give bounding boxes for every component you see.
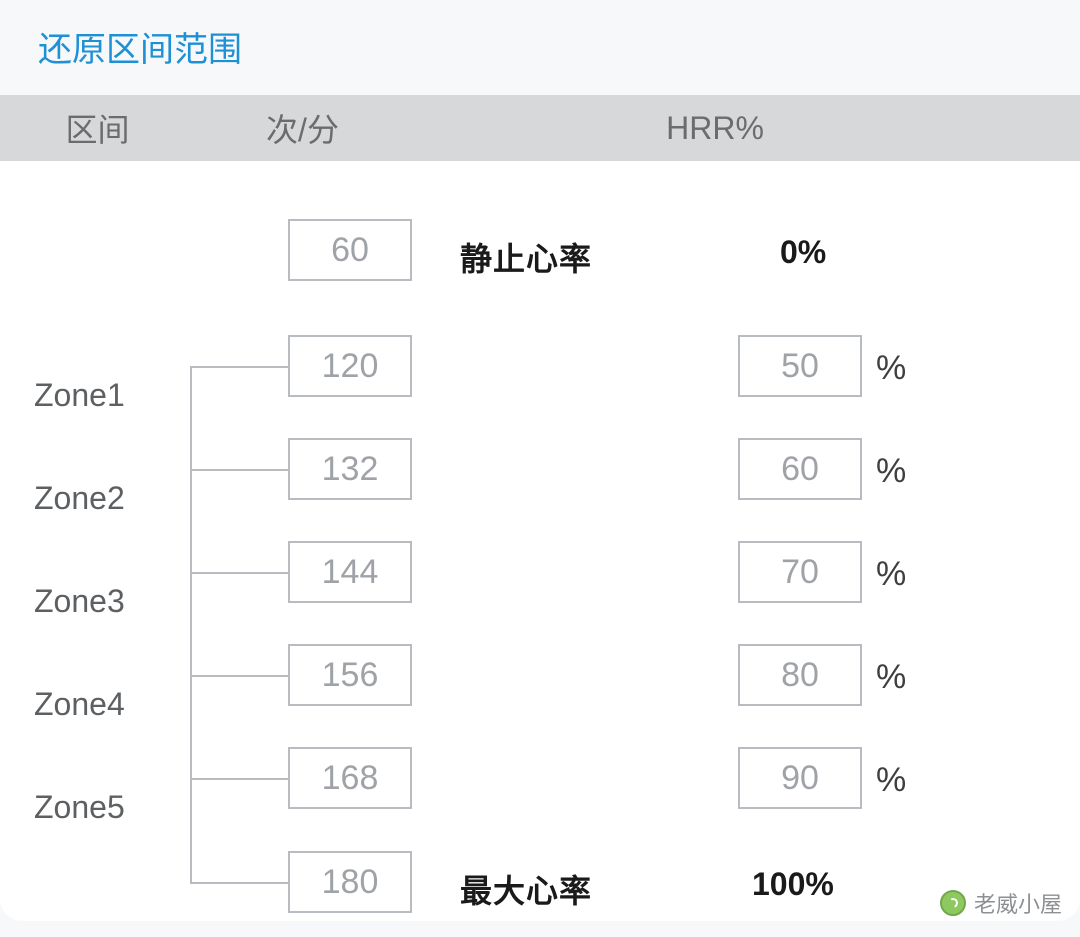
zone-bpm-input[interactable]: 132 [288,438,412,500]
zone-bracket [190,366,192,469]
zone-bpm-input[interactable]: 168 [288,747,412,809]
zone-bracket [190,469,192,572]
pct-unit: % [876,658,906,697]
zone-label: Zone4 [34,686,125,723]
zone-hrr-input[interactable]: 90 [738,747,862,809]
zone-bracket-bottom [190,882,288,884]
zone-label: Zone3 [34,583,125,620]
zone-bracket-top [190,469,288,471]
pct-unit: % [876,349,906,388]
resting-hr-label: 静止心率 [460,234,592,280]
watermark-text: 老威小屋 [974,887,1062,919]
zone-hrr-input[interactable]: 60 [738,438,862,500]
zone-label: Zone2 [34,480,125,517]
header-bpm: 次/分 [195,105,410,151]
pct-unit: % [876,761,906,800]
zone-hrr-input[interactable]: 70 [738,541,862,603]
wechat-icon [940,890,966,916]
watermark: 老威小屋 [940,887,1062,919]
zone-hrr-input[interactable]: 80 [738,644,862,706]
zone-bpm-input[interactable]: 156 [288,644,412,706]
zone-label: Zone5 [34,789,125,826]
resting-hr-pct: 0% [780,234,826,271]
zone-bpm-input[interactable]: 144 [288,541,412,603]
pct-unit: % [876,555,906,594]
zone-bracket [190,572,192,675]
zone-bpm-input[interactable]: 120 [288,335,412,397]
header-zone: 区间 [0,105,195,151]
max-hr-input[interactable]: 180 [288,851,412,913]
max-hr-label: 最大心率 [460,866,592,912]
zone-bracket [190,675,192,778]
content-area: 60 静止心率 0% Zone1 120 50% Zone2 132 60% Zone3 144 70… [0,161,1080,921]
resting-hr-input[interactable]: 60 [288,219,412,281]
zone-label: Zone1 [34,377,125,414]
zone-bracket-top [190,778,288,780]
header-hrr: HRR% [410,110,1080,147]
zone-bracket-top [190,572,288,574]
table-header: 区间 次/分 HRR% [0,95,1080,161]
page-title: 还原区间范围 [0,0,1080,95]
zone-bracket [190,778,192,882]
pct-unit: % [876,452,906,491]
zone-bracket-top [190,366,288,368]
zone-bracket-top [190,675,288,677]
zone-hrr-input[interactable]: 50 [738,335,862,397]
max-hr-pct: 100% [752,866,834,903]
